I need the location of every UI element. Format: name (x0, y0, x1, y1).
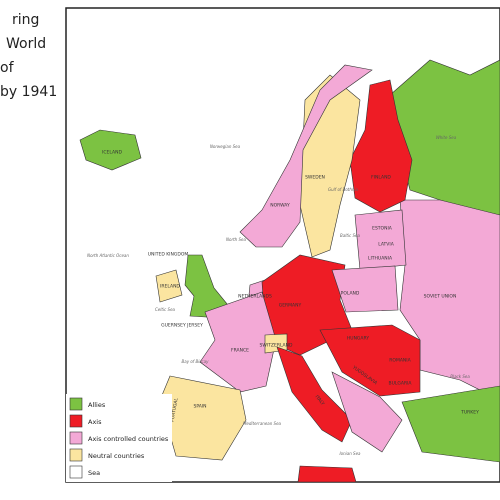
sea-labels: Norwegian Sea White Sea Gulf of Bothnia … (87, 135, 470, 456)
country-label: SOVIET UNION (424, 294, 457, 300)
legend-label: Axis controlled countries (88, 435, 169, 443)
country-label: ROMANIA (389, 358, 411, 364)
country (331, 371, 403, 453)
title: ring World of by 1941 (0, 12, 57, 100)
country (319, 324, 421, 397)
sea-label: North Atlantic Ocean (87, 253, 129, 258)
sea-label: Celtic Sea (155, 307, 176, 312)
country-label: BULGARIA (389, 381, 413, 387)
country-label: NORWAY (270, 203, 290, 209)
country-label: SPAIN (193, 404, 206, 410)
country-label: POLAND (341, 291, 360, 297)
country (401, 385, 500, 463)
country (297, 465, 357, 483)
country-label: ESTONIA (372, 226, 393, 232)
sea-label: Ionian Sea (340, 451, 362, 456)
sea-label: Gulf of Bothnia (328, 187, 358, 192)
country-label: HUNGARY (347, 336, 369, 342)
legend-label: Allies (88, 401, 106, 409)
country-label: PORTUGAL (169, 397, 179, 422)
countries (65, 59, 500, 483)
title-line: ring (12, 12, 39, 28)
title-line: World (6, 36, 46, 52)
country (264, 333, 288, 354)
country (349, 79, 413, 213)
country-label: LITHUANIA (368, 256, 393, 262)
legend: Allies Axis Axis controlled countries Ne… (66, 394, 172, 482)
country-label: UNITED KINGDOM (148, 252, 189, 258)
country (399, 199, 500, 401)
country-label: SWEDEN (305, 175, 325, 181)
title-line: of (0, 60, 15, 76)
sea-label: Norwegian Sea (210, 144, 241, 149)
country-label: FRANCE (231, 348, 249, 354)
country-label: NETHERLANDS (238, 294, 272, 300)
country-label: IRELAND (160, 284, 180, 290)
country-label: GERMANY (279, 303, 302, 309)
legend-swatch (69, 397, 83, 411)
country (354, 209, 407, 271)
sea-label: Black Sea (450, 374, 470, 379)
legend-swatch (69, 431, 83, 445)
country-label: ICELAND (102, 150, 122, 156)
legend-swatch (69, 465, 83, 479)
sea-label: North Sea (226, 237, 246, 242)
country-label: TURKEY (460, 410, 479, 416)
country (199, 291, 277, 393)
country (239, 64, 373, 248)
country-label: FINLAND (371, 175, 391, 181)
country-label: SWITZERLAND (260, 343, 293, 349)
legend-swatch (69, 448, 83, 462)
country (79, 129, 142, 171)
country (331, 265, 399, 313)
legend-box (66, 394, 172, 482)
country-label: LATVIA (378, 242, 394, 248)
sea-label: Bay of Biscay (182, 359, 210, 364)
sea-label: Mediterranean Sea (243, 421, 282, 426)
country-label: GUERNSEY JERSEY (161, 323, 203, 329)
sea-label: Baltic Sea (340, 233, 360, 238)
legend-swatch (69, 414, 83, 428)
legend-label: Neutral countries (88, 452, 145, 460)
country (155, 269, 183, 303)
title-line: by 1941 (0, 84, 57, 100)
legend-label: Sea (88, 469, 100, 477)
legend-label: Axis (88, 418, 102, 426)
sea-label: White Sea (436, 135, 457, 140)
country (276, 346, 353, 443)
